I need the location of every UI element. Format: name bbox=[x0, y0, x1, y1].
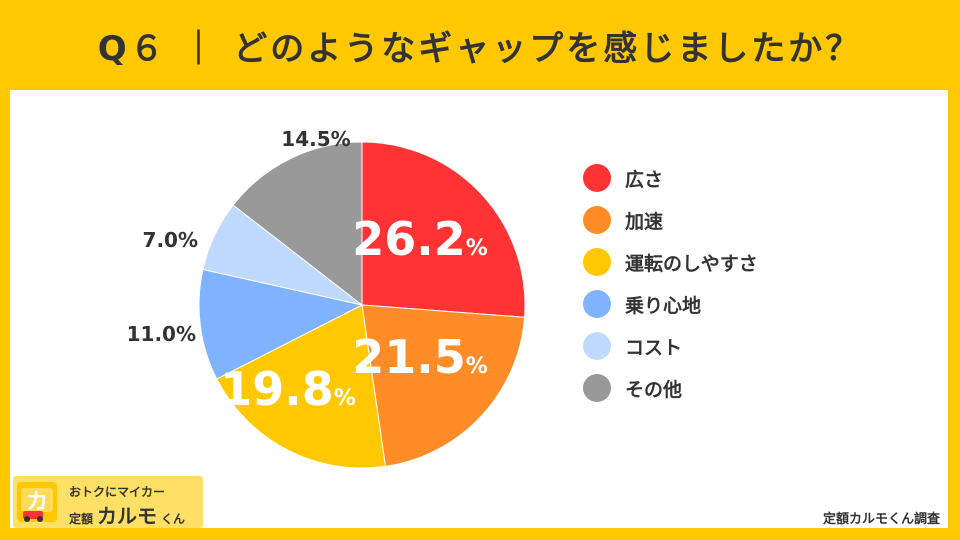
legend-label: 運転のしやすさ bbox=[625, 252, 758, 275]
legend-item: その他 bbox=[583, 367, 758, 409]
brand-logo: カ おトクにマイカー 定額 カルモ くん bbox=[13, 476, 203, 528]
pie-slice bbox=[198, 268, 364, 380]
legend-swatch bbox=[583, 164, 611, 192]
legend-label: 加速 bbox=[625, 210, 664, 233]
legend-item: 広さ bbox=[583, 157, 758, 199]
pie-slice bbox=[361, 304, 526, 467]
pie-slice bbox=[361, 141, 526, 318]
legend-swatch bbox=[583, 206, 611, 234]
slice-value-label: 14.5% bbox=[281, 127, 350, 151]
brand-suffix: くん bbox=[161, 512, 186, 526]
legend: 広さ加速運転のしやすさ 乗り心地コストその他 bbox=[583, 157, 758, 409]
legend-item: 運転のしやすさ bbox=[583, 241, 758, 283]
legend-swatch bbox=[583, 290, 611, 318]
brand-prefix: 定額 bbox=[69, 512, 94, 526]
legend-item: 加速 bbox=[583, 199, 758, 241]
brand-tagline: おトクにマイカー bbox=[69, 485, 166, 499]
pie-slice bbox=[216, 304, 387, 469]
car-logo-icon: カ bbox=[17, 482, 57, 522]
slice-value-label: 26.2% bbox=[352, 212, 488, 266]
legend-label: 乗り心地 bbox=[625, 294, 702, 317]
legend-label: 広さ bbox=[625, 168, 664, 191]
legend-item: コスト bbox=[583, 325, 758, 367]
slice-value-label: 21.5% bbox=[352, 330, 488, 384]
legend-item: 乗り心地 bbox=[583, 283, 758, 325]
legend-label: コスト bbox=[625, 336, 683, 359]
page-title: Q６ ｜ どのようなギャップを感じましたか？ bbox=[97, 28, 863, 69]
slice-value-label: 19.8% bbox=[220, 362, 356, 416]
legend-swatch bbox=[583, 374, 611, 402]
slice-value-label: 7.0% bbox=[143, 228, 198, 252]
legend-swatch bbox=[583, 332, 611, 360]
pie-slice bbox=[232, 141, 363, 307]
legend-swatch bbox=[583, 248, 611, 276]
slice-value-label: 11.0% bbox=[127, 322, 196, 346]
svg-text:カ: カ bbox=[26, 490, 48, 515]
legend-label: その他 bbox=[625, 378, 683, 401]
source-note: 定額カルモくん調査 bbox=[822, 512, 940, 527]
brand-name: カルモ bbox=[97, 504, 158, 528]
